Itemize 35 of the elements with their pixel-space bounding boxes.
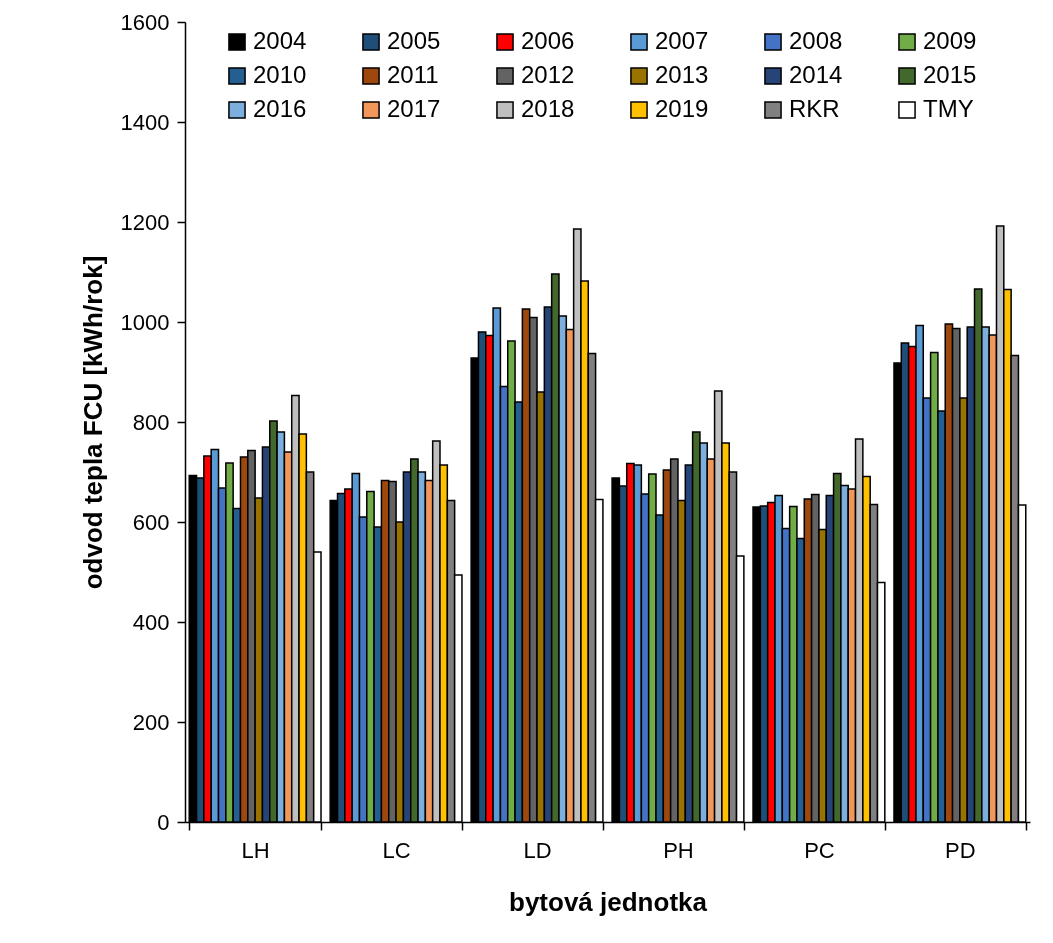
legend-label: 2017 — [387, 95, 441, 122]
legend-label: RKR — [789, 95, 840, 122]
legend-label: 2007 — [655, 27, 709, 54]
legend-label: 2008 — [789, 27, 843, 54]
legend-label: 2013 — [655, 61, 709, 88]
y-tick-label: 0 — [157, 809, 170, 835]
legend-label: 2011 — [387, 61, 439, 88]
x-tick-label: PD — [945, 837, 976, 863]
y-tick-label: 400 — [132, 609, 170, 635]
legend-label: 2016 — [253, 95, 307, 122]
y-tick-label: 1000 — [120, 309, 170, 335]
y-tick-label: 1200 — [120, 209, 170, 235]
x-axis-title: bytová jednotka — [509, 886, 708, 917]
y-tick-label: 800 — [132, 409, 170, 435]
x-tick-label: LD — [523, 837, 552, 863]
legend-label: 2019 — [655, 95, 709, 122]
legend-label: 2009 — [923, 27, 977, 54]
legend-label: 2010 — [253, 61, 307, 88]
x-tick-label: LC — [382, 837, 411, 863]
legend-label: 2012 — [521, 61, 575, 88]
legend-label: 2004 — [253, 27, 307, 54]
y-tick-label: 600 — [132, 509, 170, 535]
legend-label: 2006 — [521, 27, 575, 54]
y-axis-title: odvod tepla FCU [kWh/rok] — [77, 255, 108, 590]
y-tick-label: 200 — [132, 709, 170, 735]
legend-label: 2015 — [923, 61, 977, 88]
legend-label: 2005 — [387, 27, 441, 54]
legend-label: 2014 — [789, 61, 843, 88]
x-tick-label: PC — [804, 837, 835, 863]
legend-label: TMY — [923, 95, 974, 122]
x-tick-label: PH — [663, 837, 694, 863]
x-tick-label: LH — [241, 837, 270, 863]
y-tick-label: 1400 — [120, 109, 170, 135]
legend-label: 2018 — [521, 95, 575, 122]
y-tick-label: 1600 — [120, 9, 170, 35]
